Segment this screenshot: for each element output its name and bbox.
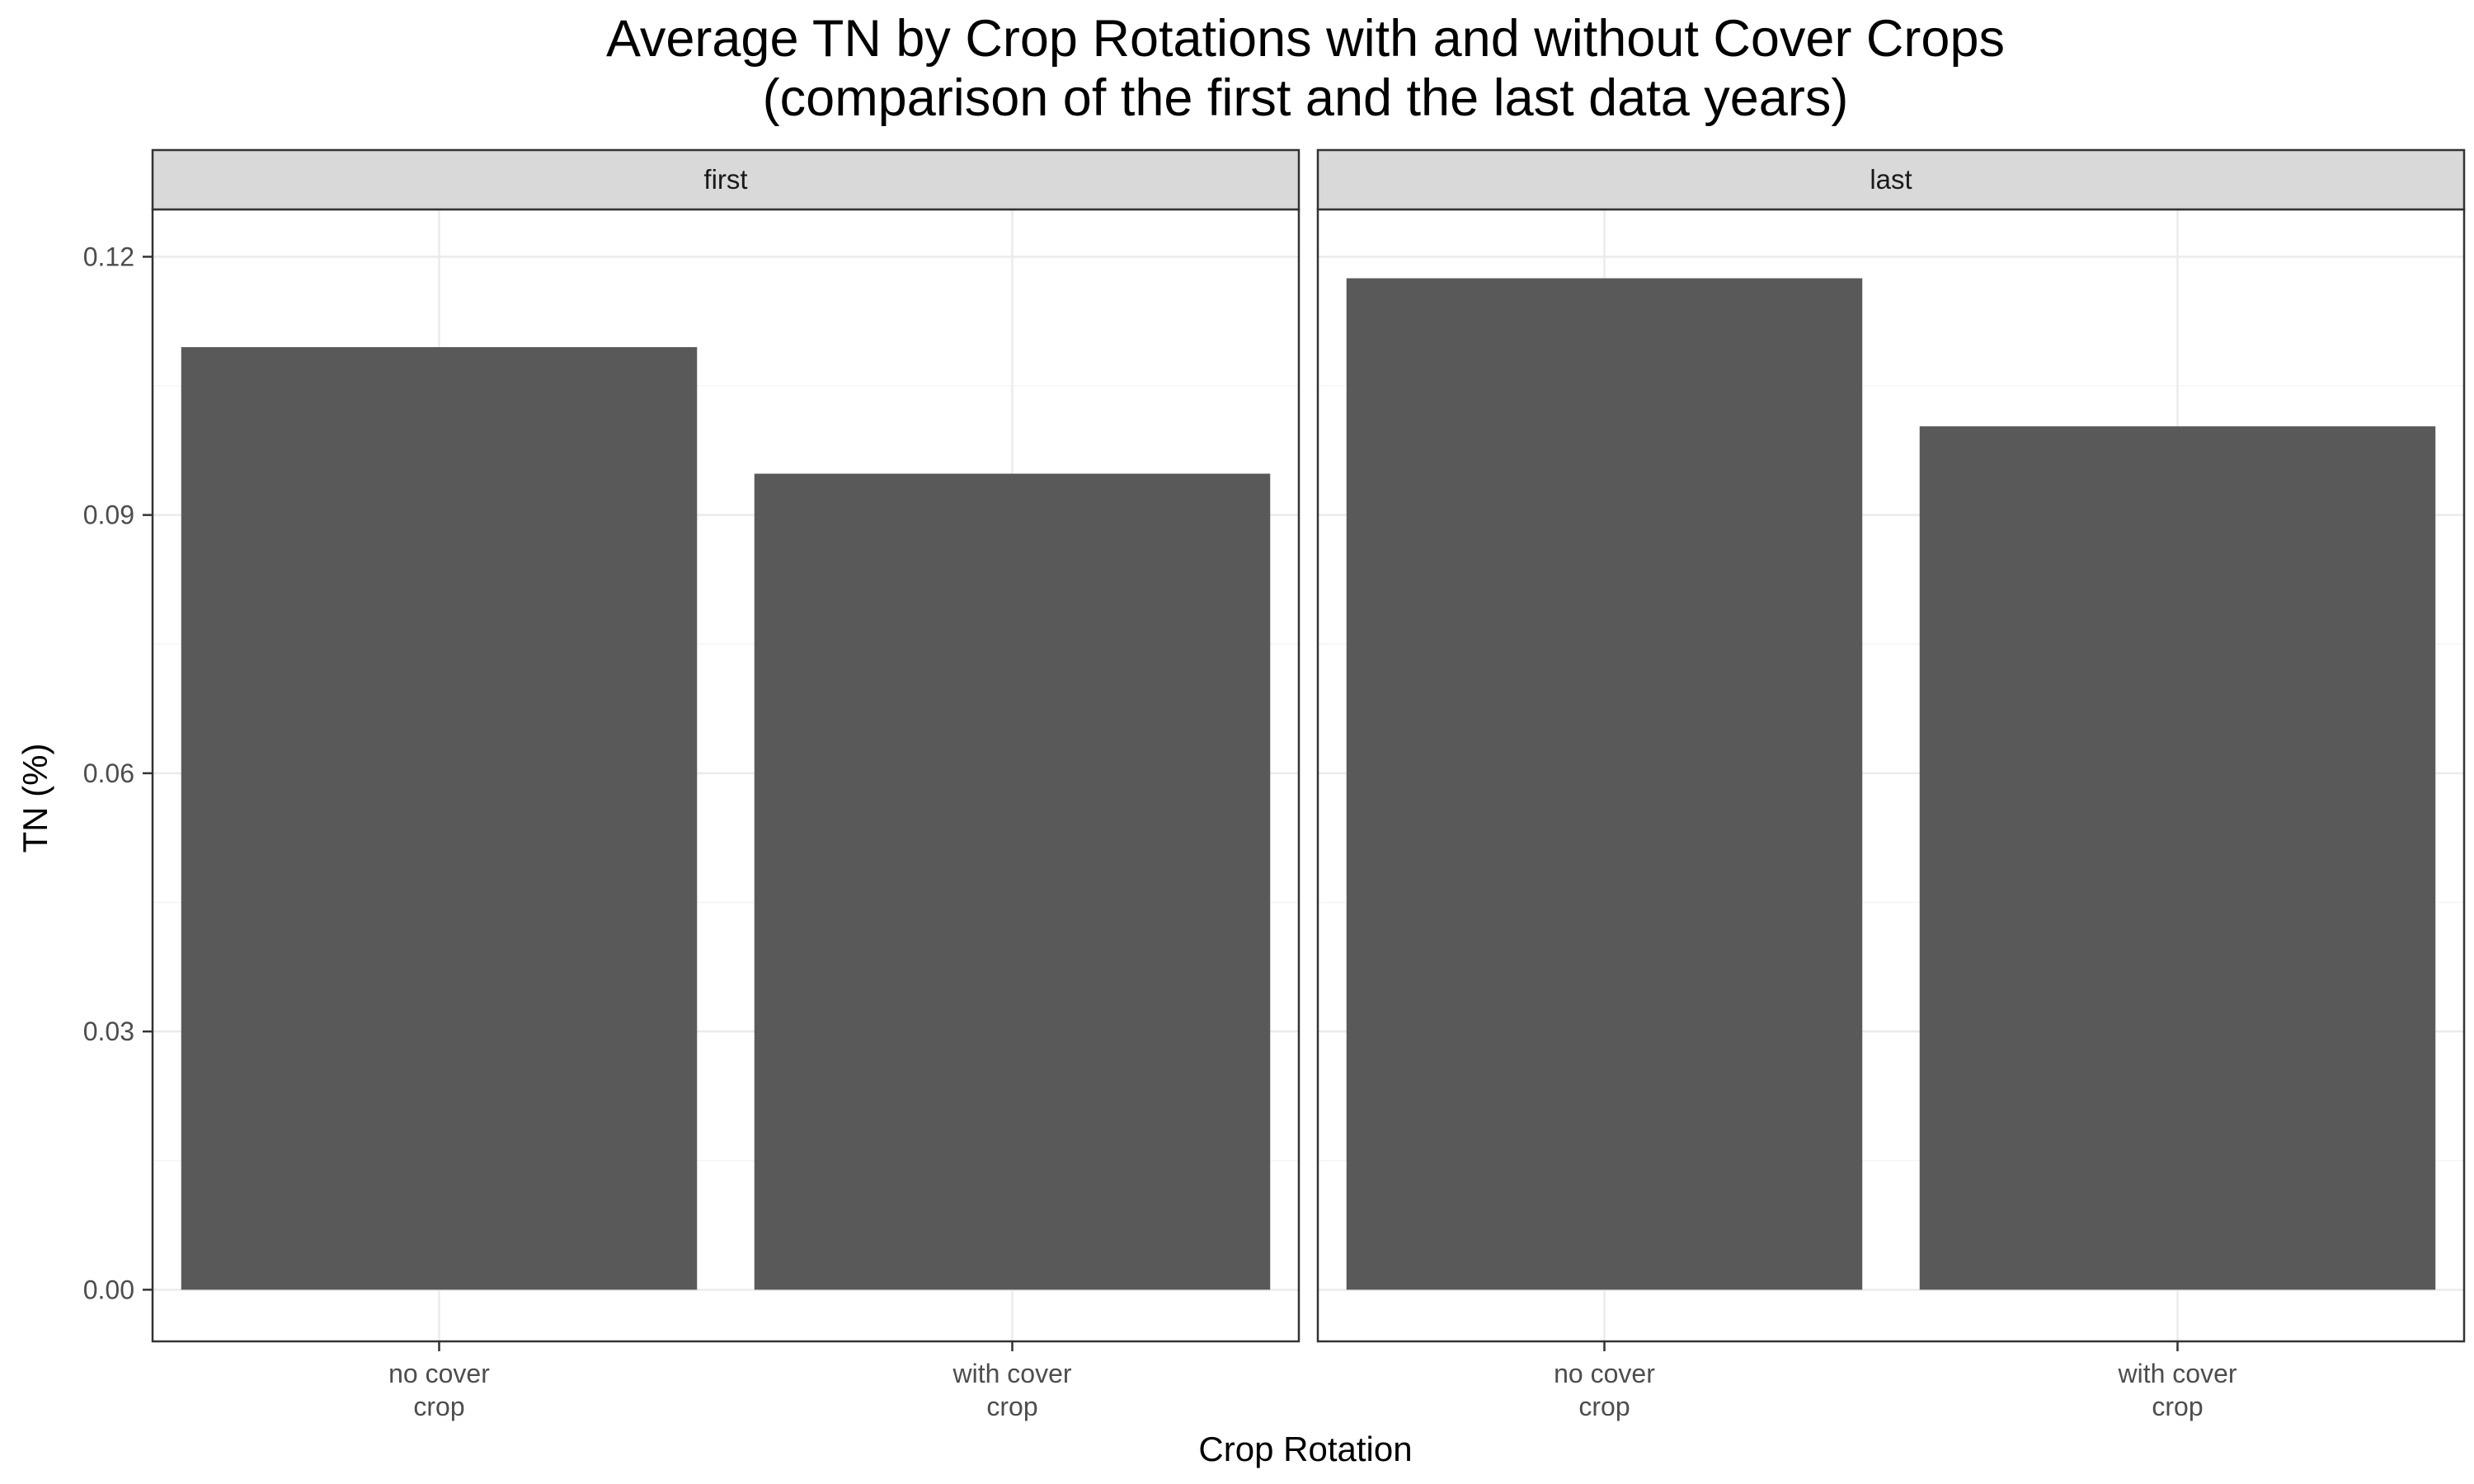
facet-panel-last: last	[1316, 148, 2466, 1343]
bar-first-2	[754, 473, 1271, 1290]
y-axis-title: TN (%)	[16, 744, 54, 853]
chart-title: Average TN by Crop Rotations with and wi…	[606, 10, 2005, 68]
x-axis-title: Crop Rotation	[1198, 1430, 1412, 1468]
facet-strip-label-last: last	[1870, 164, 1912, 195]
bar-first-1	[181, 347, 698, 1290]
y-tick-label: 0.00	[83, 1275, 134, 1304]
x-tick-label: no cover crop	[1554, 1359, 1655, 1421]
bar-last-1	[1346, 278, 1863, 1290]
bar-last-2	[1919, 426, 2436, 1290]
y-tick-label: 0.09	[83, 500, 134, 530]
x-axis: no cover crop with cover crop no cover crop wi…	[388, 1341, 2237, 1421]
x-tick-label: no cover crop	[388, 1359, 490, 1421]
y-tick-label: 0.03	[83, 1017, 134, 1046]
facet-strip	[1316, 148, 2466, 211]
chart-subtitle: (comparison of the first and the last da…	[763, 69, 1849, 127]
facet-panels: first last	[151, 148, 2466, 1343]
y-tick-label: 0.06	[83, 758, 134, 788]
x-tick-label: with cover crop	[952, 1359, 1071, 1421]
facet-panel-first: first	[151, 148, 1300, 1343]
y-axis: 0.00 0.03 0.06 0.09 0.12	[83, 242, 153, 1304]
y-tick-label: 0.12	[83, 242, 134, 271]
facet-strip	[151, 148, 1300, 211]
x-tick-label: with cover crop	[2117, 1359, 2236, 1421]
facet-strip-label-first: first	[703, 164, 747, 195]
